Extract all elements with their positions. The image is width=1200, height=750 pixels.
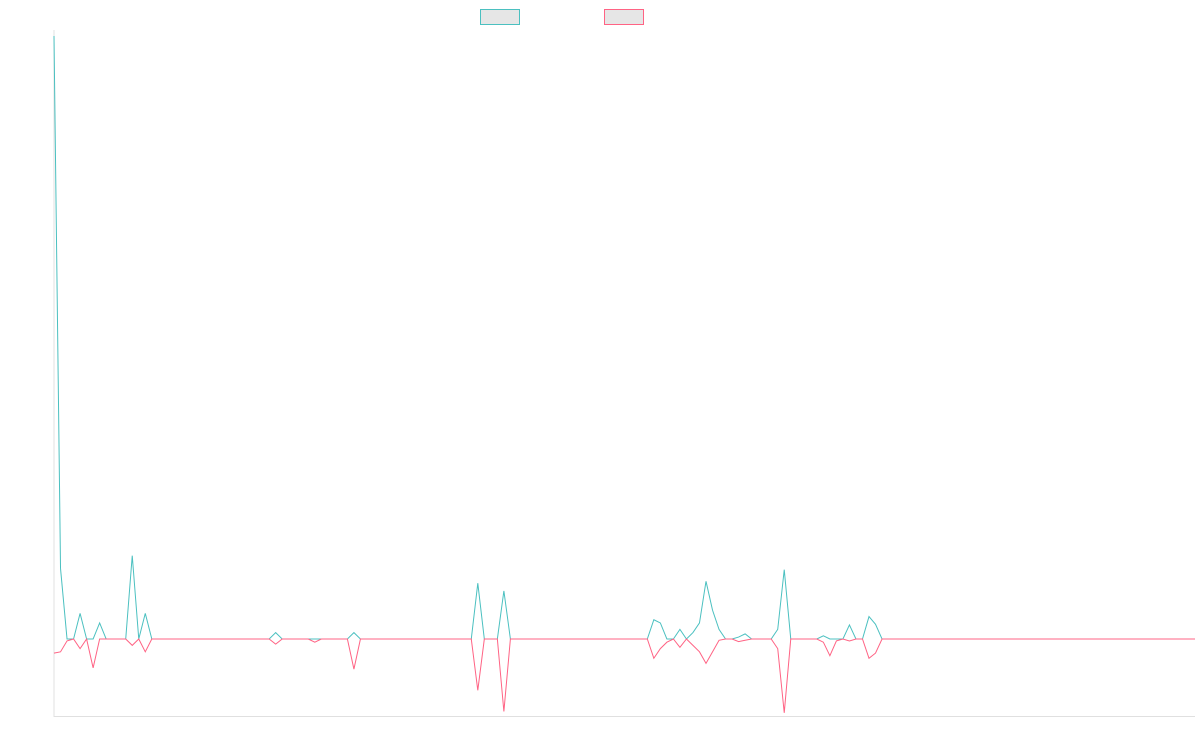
series-line-2 <box>53 637 1195 713</box>
series-layer <box>53 35 1195 713</box>
legend-swatch-series-2[interactable] <box>604 9 644 25</box>
legend-swatch-series-1[interactable] <box>480 9 520 25</box>
series-line-1 <box>53 35 1195 640</box>
legend <box>0 0 1200 30</box>
